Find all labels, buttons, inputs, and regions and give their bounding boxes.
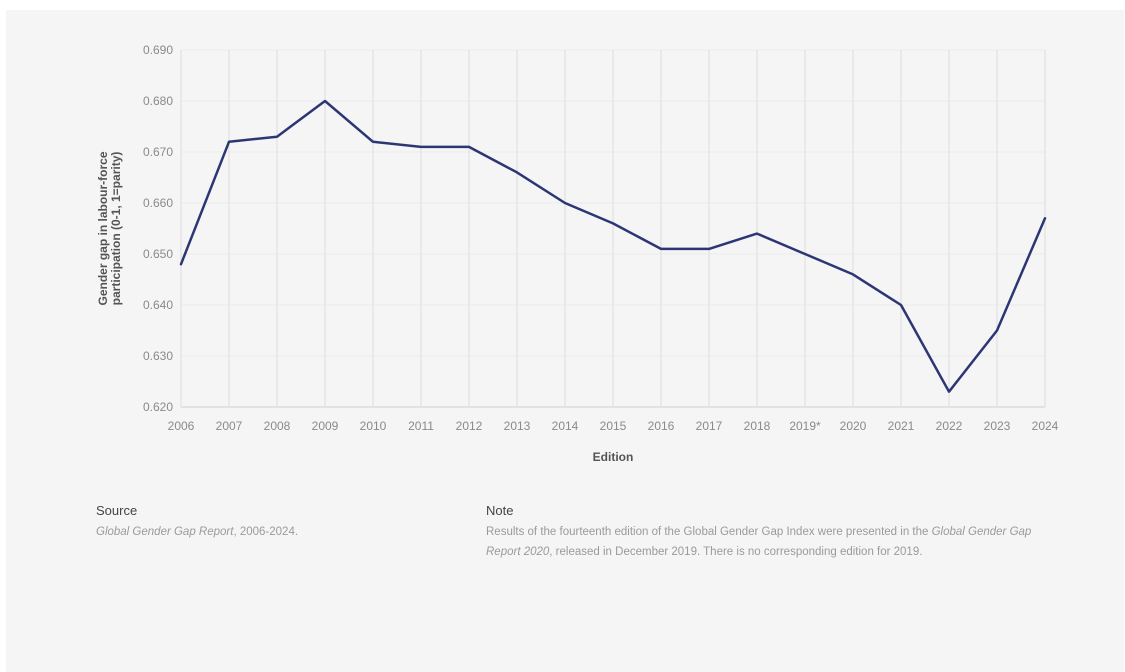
x-tick-label: 2006: [168, 419, 195, 433]
y-tick-label: 0.620: [143, 400, 173, 414]
note-text: Results of the fourteenth edition of the…: [486, 522, 1066, 562]
grid-lines: [180, 49, 1046, 408]
x-tick-label: 2018: [744, 419, 771, 433]
x-tick-label: 2024: [1032, 419, 1059, 433]
x-tick-label: 2009: [312, 419, 339, 433]
note-heading: Note: [486, 503, 514, 518]
line-chart: 0.620 0.630 0.640 0.650 0.660 0.670 0.680 0.690…: [96, 43, 1059, 464]
series-group: [179, 99, 1047, 393]
source-title: Global Gender Gap Report: [96, 526, 234, 538]
x-tick-label: 2008: [264, 419, 291, 433]
x-tick-label: 2017: [696, 419, 723, 433]
note-block: Note Results of the fourteenth edition o…: [486, 503, 1066, 562]
y-tick-label: 0.670: [143, 145, 173, 159]
y-axis-title-line: participation (0-1, 1=parity): [109, 152, 123, 306]
source-heading: Source: [96, 503, 138, 518]
source-block: Source Global Gender Gap Report, 2006-20…: [96, 503, 456, 542]
x-tick-label: 2014: [552, 419, 579, 433]
y-tick-label: 0.630: [143, 349, 173, 363]
y-axis-title-line: Gender gap in labour-force: [96, 151, 110, 305]
note-part2: , released in December 2019. There is no…: [549, 546, 923, 558]
x-axis-title: Edition: [593, 450, 634, 464]
x-tick-label: 2016: [648, 419, 675, 433]
source-rest: , 2006-2024.: [233, 526, 299, 538]
y-tick-label: 0.690: [143, 43, 173, 57]
source-text: Global Gender Gap Report, 2006-2024.: [96, 522, 456, 542]
x-tick-label: 2023: [984, 419, 1011, 433]
y-axis-title: Gender gap in labour-forceparticipation …: [96, 151, 123, 305]
x-tick-label: 2021: [888, 419, 915, 433]
series-line: [179, 99, 1047, 393]
note-part1: Results of the fourteenth edition of the…: [486, 526, 932, 538]
x-tick-label: 2013: [504, 419, 531, 433]
x-tick-label: 2022: [936, 419, 963, 433]
x-tick-labels: 2006 2007 2008 2009 2010 2011 2012 2013 2014 2015…: [168, 419, 1059, 433]
x-tick-label: 2020: [840, 419, 867, 433]
y-tick-label: 0.640: [143, 298, 173, 312]
y-tick-label: 0.650: [143, 247, 173, 261]
y-tick-label: 0.680: [143, 94, 173, 108]
x-tick-label: 2007: [216, 419, 243, 433]
note-italic: Global Gender Gap Report 2020: [486, 526, 1032, 558]
x-tick-label: 2010: [360, 419, 387, 433]
y-tick-label: 0.660: [143, 196, 173, 210]
x-tick-label: 2011: [408, 419, 434, 433]
x-tick-label: 2015: [600, 419, 627, 433]
y-tick-labels: 0.620 0.630 0.640 0.650 0.660 0.670 0.680 0.690: [143, 43, 173, 414]
x-tick-label: 2019*: [789, 419, 821, 433]
x-tick-label: 2012: [456, 419, 483, 433]
